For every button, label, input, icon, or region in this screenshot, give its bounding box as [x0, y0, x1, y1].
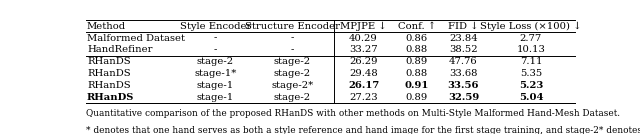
Text: stage-2: stage-2: [274, 69, 311, 78]
Text: 10.13: 10.13: [516, 45, 545, 54]
Text: 7.11: 7.11: [520, 57, 542, 66]
Text: 0.88: 0.88: [406, 69, 428, 78]
Text: 27.23: 27.23: [349, 93, 378, 102]
Text: 40.29: 40.29: [349, 34, 378, 42]
Text: 0.91: 0.91: [404, 81, 429, 90]
Text: 26.17: 26.17: [348, 81, 379, 90]
Text: 29.48: 29.48: [349, 69, 378, 78]
Text: Method: Method: [87, 22, 126, 31]
Text: 33.27: 33.27: [349, 45, 378, 54]
Text: -: -: [291, 34, 294, 42]
Text: MPJPE ↓: MPJPE ↓: [340, 22, 387, 31]
Text: 26.29: 26.29: [349, 57, 378, 66]
Text: RHanDS: RHanDS: [87, 93, 134, 102]
Text: 2.77: 2.77: [520, 34, 542, 42]
Text: 32.59: 32.59: [448, 93, 479, 102]
Text: 33.56: 33.56: [447, 81, 479, 90]
Text: stage-2: stage-2: [197, 57, 234, 66]
Text: 0.88: 0.88: [406, 45, 428, 54]
Text: Structure Encoder: Structure Encoder: [245, 22, 340, 31]
Text: stage-2*: stage-2*: [271, 81, 314, 90]
Text: -: -: [291, 45, 294, 54]
Text: stage-1: stage-1: [197, 93, 234, 102]
Text: stage-2: stage-2: [274, 93, 311, 102]
Text: * denotes that one hand serves as both a style reference and hand image for the : * denotes that one hand serves as both a…: [86, 126, 640, 134]
Text: stage-1*: stage-1*: [195, 69, 237, 78]
Text: 0.86: 0.86: [406, 34, 428, 42]
Text: 5.35: 5.35: [520, 69, 542, 78]
Text: HandRefiner: HandRefiner: [87, 45, 152, 54]
Text: Conf. ↑: Conf. ↑: [397, 22, 436, 31]
Text: Malformed Dataset: Malformed Dataset: [87, 34, 185, 42]
Text: FID ↓: FID ↓: [448, 22, 479, 31]
Text: 38.52: 38.52: [449, 45, 477, 54]
Text: -: -: [214, 45, 217, 54]
Text: stage-2: stage-2: [274, 57, 311, 66]
Text: RHanDS: RHanDS: [87, 81, 131, 90]
Text: 0.89: 0.89: [406, 93, 428, 102]
Text: Style Loss (×100) ↓: Style Loss (×100) ↓: [480, 22, 582, 31]
Text: 23.84: 23.84: [449, 34, 478, 42]
Text: -: -: [214, 34, 217, 42]
Text: RHanDS: RHanDS: [87, 57, 131, 66]
Text: 0.89: 0.89: [406, 57, 428, 66]
Text: 5.04: 5.04: [518, 93, 543, 102]
Text: Style Encoder: Style Encoder: [180, 22, 251, 31]
Text: 47.76: 47.76: [449, 57, 477, 66]
Text: Quantitative comparison of the proposed RHanDS with other methods on Multi-Style: Quantitative comparison of the proposed …: [86, 109, 620, 118]
Text: stage-1: stage-1: [197, 81, 234, 90]
Text: 33.68: 33.68: [449, 69, 477, 78]
Text: RHanDS: RHanDS: [87, 69, 131, 78]
Text: 5.23: 5.23: [518, 81, 543, 90]
